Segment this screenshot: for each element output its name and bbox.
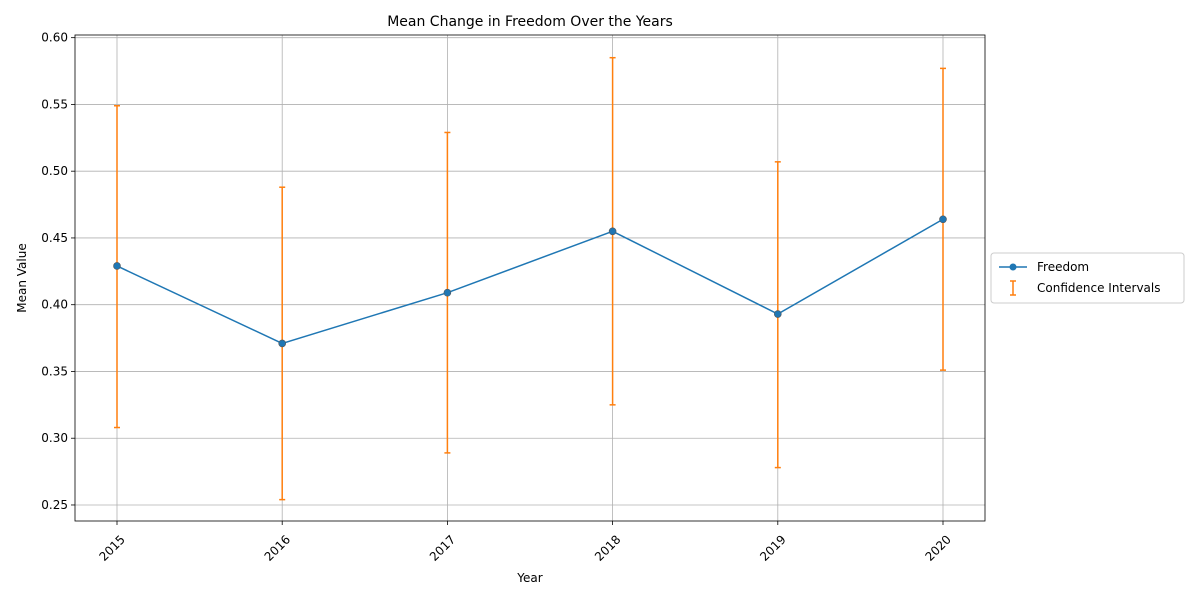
data-point <box>278 339 287 348</box>
y-axis: 0.25 0.30 0.35 0.40 0.45 0.50 0.55 0.60 <box>41 31 75 512</box>
x-axis-title: Year <box>516 571 542 585</box>
legend-box <box>990 252 1185 304</box>
grid-lines <box>75 35 985 521</box>
series-freedom <box>113 215 947 348</box>
x-tick-label: 2018 <box>592 532 623 563</box>
x-tick-label: 2019 <box>757 532 788 563</box>
y-tick-label: 0.60 <box>41 31 68 45</box>
legend-label-freedom: Freedom <box>1037 260 1089 274</box>
x-tick-label: 2020 <box>922 532 953 563</box>
x-tick-label: 2017 <box>427 532 458 563</box>
legend-marker <box>1009 263 1017 271</box>
legend: Freedom Confidence Intervals <box>990 252 1185 304</box>
y-tick-label: 0.40 <box>41 298 68 312</box>
legend-key-freedom <box>999 263 1027 271</box>
data-point <box>939 215 947 224</box>
series-line <box>116 218 944 345</box>
data-point <box>773 310 782 318</box>
y-axis-title: Mean Value <box>15 243 29 312</box>
error-bars <box>114 56 946 501</box>
chart-title: Mean Change in Freedom Over the Years <box>387 14 673 30</box>
legend-label-confidence-intervals: Confidence Intervals <box>1037 281 1161 295</box>
y-tick-label: 0.50 <box>41 164 68 178</box>
data-point <box>443 288 452 297</box>
y-tick-label: 0.30 <box>41 431 68 445</box>
y-tick-label: 0.45 <box>41 231 68 245</box>
x-tick-label: 2015 <box>96 532 127 563</box>
plot-area <box>74 34 986 522</box>
y-tick-label: 0.25 <box>41 498 68 512</box>
y-tick-label: 0.55 <box>41 97 68 111</box>
legend-key-confidence-intervals <box>1010 280 1016 296</box>
y-tick-label: 0.35 <box>41 364 68 378</box>
x-tick-label: 2016 <box>262 532 293 563</box>
data-point <box>608 227 617 236</box>
x-axis: 2015 2016 2017 2018 2019 2020 <box>96 521 954 564</box>
data-point <box>113 262 121 270</box>
